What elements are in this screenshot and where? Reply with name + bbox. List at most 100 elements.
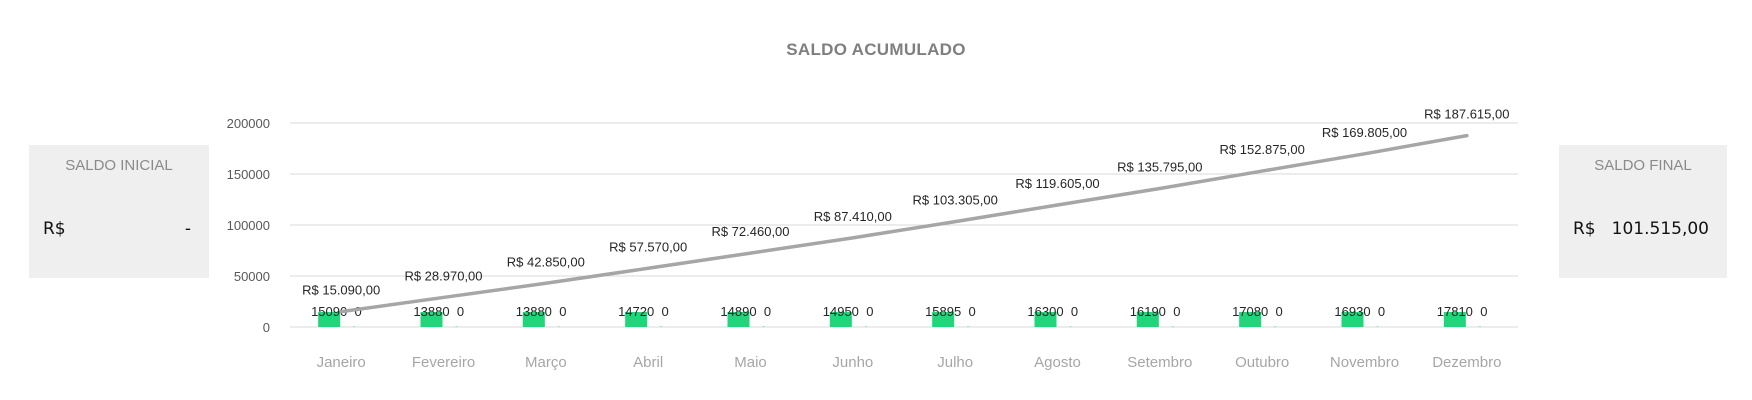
x-tick-label: Março	[525, 354, 567, 371]
y-tick-label: 150000	[227, 167, 270, 182]
x-tick-label: Fevereiro	[412, 354, 475, 371]
bar	[829, 312, 852, 327]
zero-bar	[1171, 326, 1174, 327]
saldo-final-currency: R$	[1573, 219, 1596, 239]
x-tick-label: Dezembro	[1432, 354, 1501, 371]
line-point	[1159, 187, 1161, 189]
bar	[1341, 312, 1364, 327]
line-data-label: R$ 42.850,00	[507, 254, 585, 269]
y-tick-label: 100000	[227, 218, 270, 233]
zero-bar-data-label: 0	[457, 304, 464, 319]
cumulative-line	[339, 133, 1469, 314]
bar	[522, 312, 545, 327]
zero-bar-data-label: 0	[1173, 304, 1180, 319]
bar-data-label: 14950	[823, 304, 859, 319]
zero-bar	[557, 326, 560, 327]
x-tick-label: Abril	[633, 354, 663, 371]
line-point	[1364, 153, 1365, 155]
saldo-inicial-currency: R$	[43, 219, 66, 239]
bar-data-label: 15090	[311, 304, 347, 319]
bar	[1443, 312, 1466, 327]
zero-bar-data-label: 0	[1071, 304, 1078, 319]
saldo-inicial-card: SALDO INICIAL R$ -	[29, 145, 209, 278]
x-tick-label: Novembro	[1330, 354, 1399, 371]
bar	[727, 312, 750, 327]
line-data-label: R$ 152.875,00	[1220, 142, 1305, 157]
zero-bar-data-label: 0	[1378, 304, 1385, 319]
bar-data-label: 16190	[1130, 304, 1166, 319]
line-point	[750, 252, 751, 254]
x-tick-label: Maio	[734, 354, 767, 371]
zero-bar-data-label: 0	[1276, 304, 1283, 319]
saldo-final-label: SALDO FINAL	[1594, 157, 1692, 174]
zero-bar	[967, 326, 970, 327]
bar-data-label: 14720	[618, 304, 654, 319]
zero-bar	[1274, 326, 1277, 327]
zero-bar	[1478, 326, 1481, 327]
bar-data-label: 13880	[413, 304, 449, 319]
line-data-label: R$ 57.570,00	[609, 239, 687, 254]
line-point	[1261, 170, 1263, 172]
zero-bar	[1376, 326, 1379, 327]
zero-bar	[1069, 326, 1072, 327]
line-point	[954, 221, 956, 223]
line-data-label: R$ 72.460,00	[711, 224, 789, 239]
zero-bar-data-label: 0	[969, 304, 976, 319]
x-tick-label: Agosto	[1034, 354, 1081, 371]
y-tick-label: 200000	[227, 116, 270, 131]
bar-data-label: 17810	[1437, 304, 1473, 319]
line-point	[340, 311, 342, 313]
saldo-final-value: 101.515,00	[1611, 219, 1709, 239]
bar	[318, 312, 341, 327]
bar-data-label: 14890	[720, 304, 756, 319]
line-data-label: R$ 169.805,00	[1322, 125, 1407, 140]
line-data-label: R$ 15.090,00	[302, 283, 380, 298]
x-tick-label: Outubro	[1235, 354, 1289, 371]
line-point	[545, 282, 547, 284]
x-tick-label: Julho	[937, 354, 973, 371]
line-data-label: R$ 103.305,00	[913, 193, 998, 208]
zero-bar-data-label: 0	[355, 304, 362, 319]
line-point	[443, 296, 444, 298]
bar-data-label: 15895	[925, 304, 961, 319]
bar	[1034, 312, 1057, 327]
saldo-final-card: SALDO FINAL R$ 101.515,00	[1559, 145, 1727, 278]
bar	[932, 312, 955, 327]
zero-bar	[864, 326, 867, 327]
saldo-inicial-value: -	[184, 219, 191, 239]
zero-bar	[660, 326, 663, 327]
line-data-label: R$ 28.970,00	[404, 268, 482, 283]
x-tick-label: Janeiro	[317, 354, 366, 371]
line-point	[1057, 204, 1058, 206]
y-tick-label: 50000	[234, 269, 270, 284]
line-data-label: R$ 87.410,00	[814, 209, 892, 224]
bar-data-label: 17080	[1232, 304, 1268, 319]
y-tick-label: 0	[263, 320, 270, 335]
line-data-label: R$ 119.605,00	[1015, 176, 1099, 191]
zero-bar	[762, 326, 765, 327]
chart-title: SALDO ACUMULADO	[786, 40, 966, 59]
line-point	[647, 267, 649, 269]
line-data-label: R$ 135.795,00	[1117, 159, 1202, 174]
zero-bar-data-label: 0	[764, 304, 771, 319]
x-tick-label: Setembro	[1127, 354, 1192, 371]
zero-bar-data-label: 0	[662, 304, 669, 319]
bar	[1136, 312, 1159, 327]
x-tick-label: Junho	[832, 354, 873, 371]
bar	[625, 312, 648, 327]
line-point	[852, 237, 854, 239]
zero-bar	[455, 326, 458, 327]
bar-data-label: 16930	[1334, 304, 1370, 319]
bar	[420, 312, 443, 327]
line-data-label: R$ 187.615,00	[1424, 107, 1509, 122]
zero-bar-data-label: 0	[866, 304, 873, 319]
bar	[1239, 312, 1262, 327]
zero-bar	[353, 326, 356, 327]
line-point	[1466, 135, 1468, 137]
zero-bar-data-label: 0	[1480, 304, 1487, 319]
zero-bar-data-label: 0	[559, 304, 566, 319]
bar-data-label: 13880	[516, 304, 552, 319]
saldo-inicial-label: SALDO INICIAL	[65, 157, 173, 174]
bar-data-label: 16300	[1027, 304, 1063, 319]
